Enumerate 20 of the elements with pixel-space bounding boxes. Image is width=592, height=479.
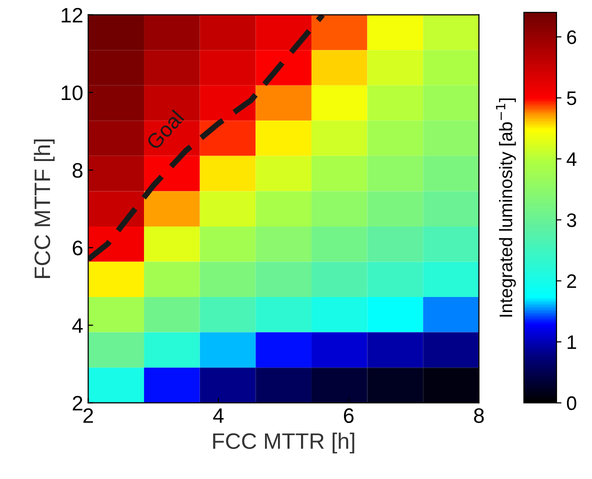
color-bar-label: 2 (567, 274, 576, 288)
color-bar-label: 1 (568, 336, 576, 349)
color-bar-label: 5 (566, 92, 576, 106)
y-tick-label: 10 (62, 85, 83, 100)
y-axis-title: FCC MTTF [h] (34, 139, 55, 278)
y-tick-label: 6 (72, 240, 82, 256)
color-bar-label: 6 (567, 30, 576, 44)
x-tick-label: 2 (83, 408, 93, 423)
x-axis-title: FCC MTTR [h] (213, 432, 354, 454)
x-tick-label: 8 (474, 408, 484, 424)
x-tick-label: 4 (213, 408, 224, 423)
y-tick-label: 8 (72, 163, 82, 178)
color-bar-label: 0 (566, 396, 576, 410)
y-tick-label: 12 (62, 8, 82, 22)
x-tick-label: 6 (344, 408, 354, 424)
y-tick-label: 2 (72, 396, 82, 410)
color-bar-title: Integrated luminosity [ab$^{−1}$] (496, 98, 516, 317)
color-bar-label: 3 (566, 213, 576, 228)
color-bar-label: 4 (566, 152, 576, 166)
y-tick-label: 4 (72, 318, 83, 333)
